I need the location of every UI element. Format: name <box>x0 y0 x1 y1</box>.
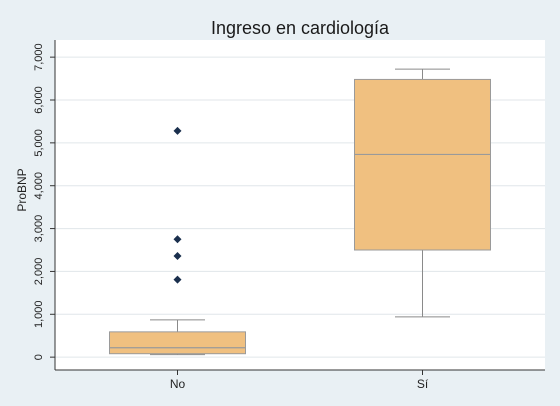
x-axis: No Sí <box>55 369 545 391</box>
y-tick-label: 4,000 <box>33 172 45 200</box>
y-tick-label: 1,000 <box>33 301 45 329</box>
outlier-point <box>173 126 182 135</box>
boxes <box>109 68 491 356</box>
y-tick-label: 3,000 <box>33 215 45 243</box>
y-tick-label: 7,000 <box>33 43 45 71</box>
box-iqr <box>109 331 246 355</box>
x-tick-label: No <box>170 377 186 391</box>
y-tick-label: 2,000 <box>33 258 45 286</box>
outlier-point <box>173 252 182 260</box>
y-axis-label: ProBNP <box>15 168 29 211</box>
y-axis: 0 1,000 2,000 3,000 4,000 5,000 6,000 7,000 <box>33 40 56 370</box>
x-tick-label: Sí <box>417 377 429 391</box>
chart-title: Ingreso en cardiología <box>211 18 390 38</box>
box-0 <box>109 126 246 356</box>
y-tick-label: 6,000 <box>33 86 45 114</box>
outlier-point <box>173 235 182 244</box>
box-iqr <box>354 78 491 251</box>
outlier-point <box>173 275 182 284</box>
y-tick-label: 5,000 <box>33 129 45 157</box>
y-tick-label: 0 <box>33 354 45 360</box>
box-1 <box>354 68 491 318</box>
